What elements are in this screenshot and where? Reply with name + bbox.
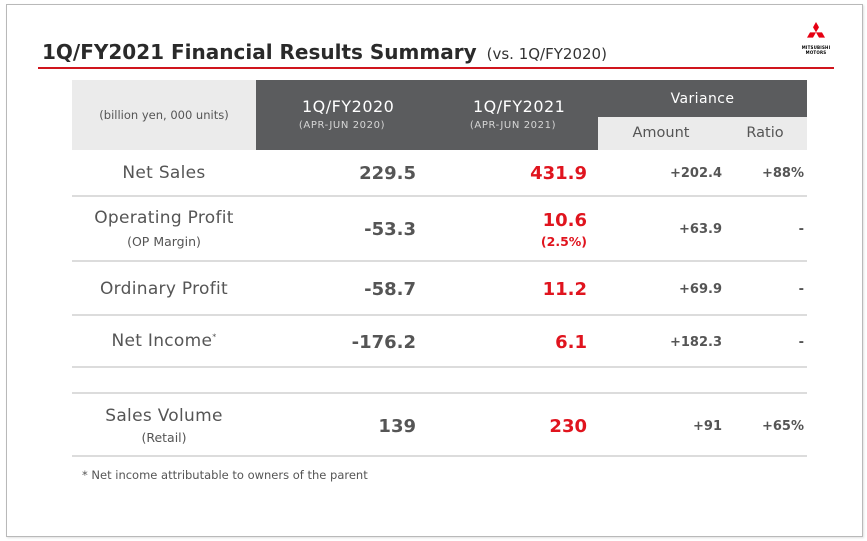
row-divider [72,366,807,368]
ratio-header: Ratio [746,125,784,141]
net-sales-fy2020: 229.5 [359,163,416,184]
unit-label: (billion yen, 000 units) [99,108,229,122]
operating-profit-fy2021: 10.6 [542,210,587,231]
sales-volume-fy2020: 139 [378,416,416,437]
row-divider [72,260,807,262]
title-underline [38,67,834,69]
header-unit-cell [72,80,256,150]
net-sales-ratio: +88% [761,166,804,181]
net-sales-amount: +202.4 [669,166,722,181]
col-fy2020-sub: (APR-JUN 2020) [298,120,386,131]
ordinary-profit-fy2020: -58.7 [364,279,416,300]
row-divider [72,314,807,316]
title-main: 1Q/FY2021 Financial Results Summary [42,40,477,64]
net-income-label-text: Net Income [111,331,213,351]
row-sublabel-retail: (Retail) [141,430,187,445]
logo-text-1: MITSUBISHI [801,45,831,50]
sales-volume-fy2021: 230 [549,416,587,437]
row-divider [72,455,807,457]
mitsubishi-motors-logo: MITSUBISHI MOTORS [798,22,834,55]
logo-text-2: MOTORS [805,50,827,55]
operating-profit-ratio: - [798,222,804,237]
row-divider [72,392,807,394]
col-fy2020-title: 1Q/FY2020 [302,97,395,116]
operating-profit-fy2020: -53.3 [364,219,416,240]
net-sales-fy2021: 431.9 [530,163,587,184]
row-label-net-income: Net Income* [72,331,256,351]
operating-profit-amount: +63.9 [679,222,722,237]
row-label-ordinary-profit: Ordinary Profit [99,279,229,299]
row-divider [72,195,807,197]
net-income-footnote-mark: * [212,332,217,342]
row-label-net-sales: Net Sales [122,163,206,183]
op-margin-fy2021: (2.5%) [540,234,587,249]
title-subtitle: (vs. 1Q/FY2020) [486,45,607,63]
row-label-operating-profit: Operating Profit [94,208,234,228]
net-income-amount: +182.3 [669,335,722,350]
footnote: * Net income attributable to owners of t… [82,468,368,482]
ordinary-profit-amount: +69.9 [679,282,722,297]
row-label-sales-volume: Sales Volume [105,406,223,426]
amount-header: Amount [632,125,690,141]
three-diamonds-icon [807,22,825,38]
col-fy2021-sub: (APR-JUN 2021) [469,120,557,131]
slide-title: 1Q/FY2021 Financial Results Summary (vs. … [42,40,607,64]
header-variance-subrow [598,117,807,150]
net-income-fy2021: 6.1 [555,332,587,353]
net-income-ratio: - [798,335,804,350]
net-income-fy2020: -176.2 [351,332,416,353]
col-fy2021-title: 1Q/FY2021 [473,97,566,116]
ordinary-profit-ratio: - [798,282,804,297]
sales-volume-ratio: +65% [761,419,804,434]
row-sublabel-op-margin: (OP Margin) [127,234,201,249]
ordinary-profit-fy2021: 11.2 [542,279,587,300]
variance-header: Variance [670,91,735,107]
sales-volume-amount: +91 [693,419,722,434]
